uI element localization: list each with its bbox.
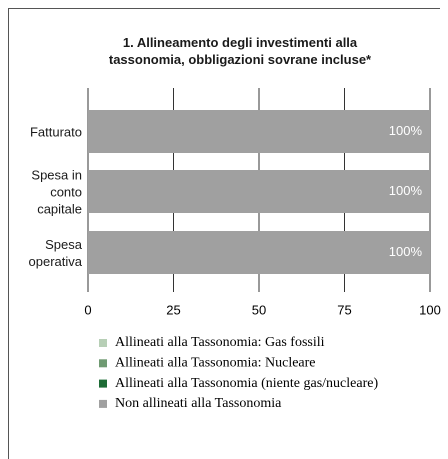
legend-label: Allineati alla Tassonomia: Nucleare (115, 356, 316, 371)
bar-segment (88, 231, 430, 274)
legend-swatch (99, 379, 107, 388)
value-label: 100% (389, 183, 423, 198)
legend-swatch (99, 359, 107, 368)
value-label: 100% (389, 244, 423, 259)
x-tick-label: 100 (419, 302, 441, 317)
y-tick-label: Spesa in conto capitale (31, 167, 82, 216)
legend-label: Allineati alla Tassonomia (niente gas/nu… (115, 376, 378, 391)
legend-label: Allineati alla Tassonomia: Gas fossili (115, 335, 325, 350)
legend-swatch (99, 399, 107, 408)
bar-segment (88, 110, 430, 153)
x-tick-label: 0 (84, 302, 91, 317)
value-label: 100% (389, 123, 423, 138)
y-tick-label: Spesa operativa (28, 236, 82, 269)
y-tick-label: Fatturato (29, 124, 82, 139)
x-tick-label: 25 (166, 302, 180, 317)
x-tick-label: 50 (252, 302, 266, 317)
legend-label: Non allineati alla Tassonomia (115, 396, 282, 411)
bar-segment (88, 170, 430, 213)
legend-swatch (99, 339, 107, 347)
x-tick-label: 75 (337, 302, 351, 317)
chart-title: 1. Allineamento degli investimenti alla … (108, 35, 372, 67)
